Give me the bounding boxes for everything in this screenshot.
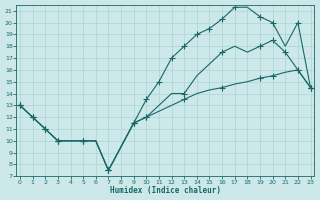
- X-axis label: Humidex (Indice chaleur): Humidex (Indice chaleur): [110, 186, 221, 195]
